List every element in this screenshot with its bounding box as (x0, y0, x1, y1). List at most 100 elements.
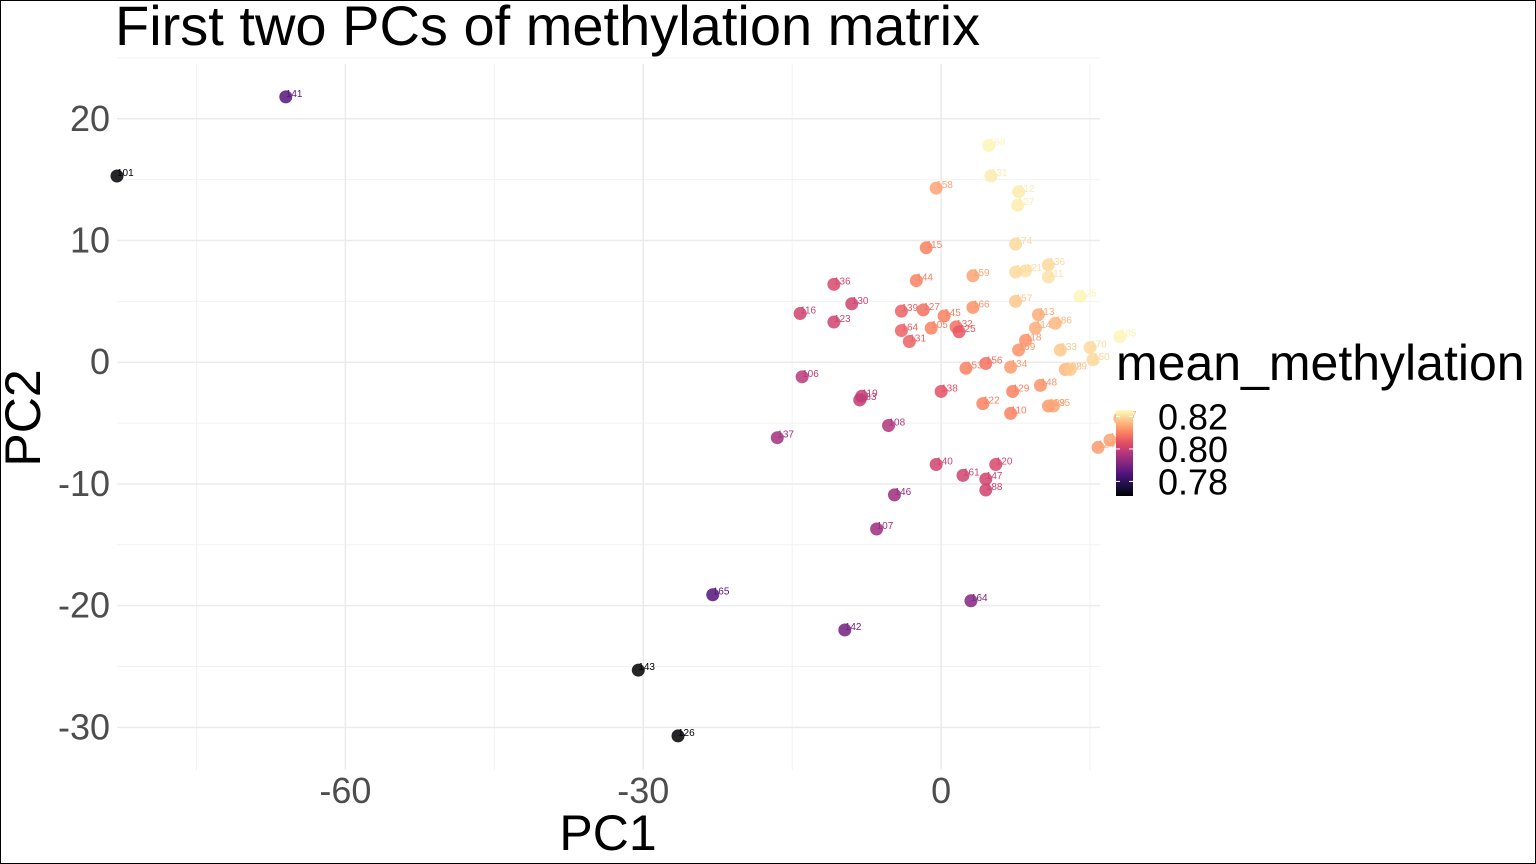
point-label: 122 (983, 396, 1000, 407)
data-point (959, 361, 973, 375)
data-point (979, 483, 993, 497)
data-point (845, 297, 859, 311)
point-label: 169 (1019, 342, 1036, 353)
point-label: 146 (894, 487, 911, 498)
point-label: 105 (931, 320, 948, 331)
data-point (979, 356, 993, 370)
data-point (1103, 433, 1117, 447)
point-label: 134 (1011, 359, 1028, 370)
x-axis-title: PC1 (559, 805, 656, 861)
point-label: 153 (966, 360, 983, 371)
data-point (976, 397, 990, 411)
data-point (966, 269, 980, 283)
x-tick-label: -60 (319, 770, 371, 811)
legend: mean_methylation 0.820.800.78 (1116, 335, 1525, 502)
data-point (671, 729, 685, 743)
data-point (1011, 198, 1025, 212)
data-point (1086, 353, 1100, 367)
y-tick-label: -30 (58, 706, 110, 747)
data-point (1012, 185, 1026, 199)
point-label: 129 (1013, 383, 1030, 394)
data-point (770, 431, 784, 445)
data-point (1041, 270, 1055, 284)
point-label: 158 (936, 180, 953, 191)
point-label: 127 (1018, 197, 1035, 208)
point-label: 106 (802, 369, 819, 380)
point-label: 161 (963, 467, 980, 478)
point-label: 110 (1011, 405, 1027, 416)
points-layer: 1411011431261651421641071461371081061191… (110, 89, 1137, 743)
data-point (279, 90, 293, 104)
y-tick-label: -10 (58, 463, 110, 504)
data-point (909, 274, 923, 288)
point-label: 130 (852, 296, 869, 307)
data-point (916, 303, 930, 317)
point-label: 121 (1026, 263, 1043, 274)
point-label: 123 (834, 314, 851, 325)
point-label: 116 (800, 306, 816, 317)
point-label: 136 (1048, 257, 1065, 268)
data-point (929, 181, 943, 195)
data-point (952, 325, 966, 339)
point-label: 164 (901, 323, 918, 334)
x-tick-label: 0 (931, 770, 951, 811)
point-label: 132 (956, 319, 973, 330)
y-axis-title: PC2 (0, 369, 51, 466)
data-point (827, 315, 841, 329)
point-label: 111 (1048, 269, 1064, 280)
point-label: 135 (1053, 398, 1070, 409)
point-label: 133 (1060, 342, 1077, 353)
data-point (1028, 321, 1042, 335)
grid (117, 57, 1100, 770)
chart-title: First two PCs of methylation matrix (115, 0, 980, 57)
legend-tick-label: 0.82 (1158, 396, 1228, 437)
data-point (1033, 378, 1047, 392)
point-label: 145 (944, 308, 961, 319)
point-label: 174 (1016, 236, 1033, 247)
x-tick-label: -30 (617, 770, 669, 811)
data-point (1009, 265, 1023, 279)
legend-colorbar (1116, 410, 1133, 496)
data-point (870, 522, 884, 536)
point-label: 188 (986, 482, 1003, 493)
data-point (1031, 308, 1045, 322)
data-point (110, 169, 124, 183)
y-axis-ticks: 20 10 0 -10 -20 -30 (58, 98, 110, 748)
point-label: 164 (971, 593, 988, 604)
point-label: 131 (909, 334, 926, 345)
point-label: 157 (1016, 293, 1033, 304)
point-label: 150 (1093, 352, 1110, 363)
y-tick-label: 10 (70, 220, 110, 261)
data-point (982, 139, 996, 153)
point-label: 131 (991, 168, 1008, 179)
data-point (1046, 399, 1060, 413)
data-point (827, 277, 841, 291)
x-axis-ticks: -60 -30 0 (319, 770, 951, 811)
data-point (894, 304, 908, 318)
data-point (1019, 264, 1033, 278)
data-point (924, 321, 938, 335)
y-tick-label: 20 (70, 98, 110, 139)
data-point (919, 241, 933, 255)
legend-title: mean_methylation (1116, 335, 1525, 391)
y-tick-label: 0 (90, 341, 110, 382)
point-label: 144 (916, 273, 933, 284)
legend-ticks: 0.820.800.78 (1116, 396, 1228, 502)
point-label: 183 (860, 392, 877, 403)
point-label: 129 (1070, 362, 1087, 373)
point-label: 127 (923, 302, 940, 313)
point-label: 142 (845, 622, 862, 633)
point-label: 156 (986, 355, 1003, 366)
legend-tick-label: 0.80 (1158, 429, 1228, 470)
point-label: 108 (889, 418, 906, 429)
data-point (1091, 440, 1105, 454)
point-label: 143 (638, 662, 655, 673)
point-label: 136 (834, 276, 851, 287)
data-point (853, 393, 867, 407)
point-label: 112 (1019, 184, 1035, 195)
data-point (937, 309, 951, 323)
data-point (902, 335, 916, 349)
data-point (795, 370, 809, 384)
data-point (1073, 289, 1087, 303)
